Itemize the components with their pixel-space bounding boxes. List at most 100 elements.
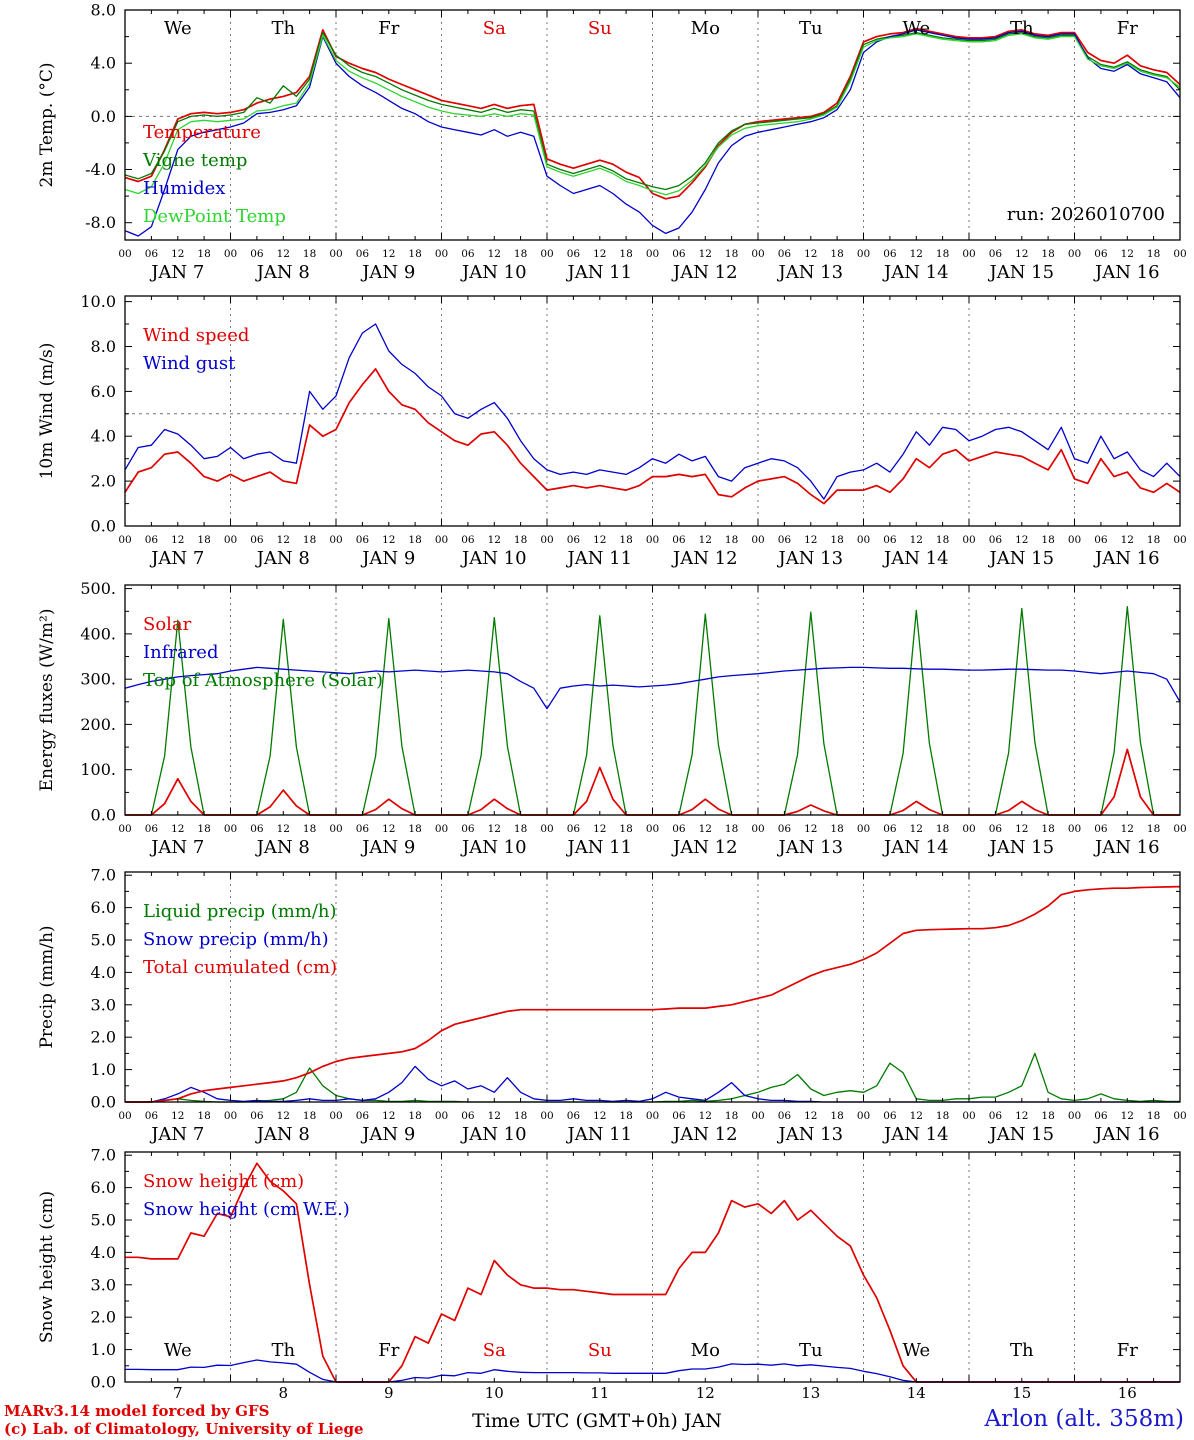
svg-text:18: 18	[1147, 248, 1160, 260]
svg-text:18: 18	[197, 248, 210, 260]
svg-text:06: 06	[250, 248, 264, 260]
svg-text:00: 00	[751, 534, 764, 546]
svg-text:JAN 12: JAN 12	[671, 262, 738, 283]
svg-text:12: 12	[171, 823, 184, 835]
svg-text:12: 12	[804, 248, 817, 260]
svg-text:Wind speed: Wind speed	[143, 325, 249, 346]
svg-text:06: 06	[145, 248, 159, 260]
svg-text:JAN 13: JAN 13	[777, 1124, 844, 1145]
svg-text:00: 00	[1068, 248, 1081, 260]
svg-text:18: 18	[1041, 248, 1054, 260]
svg-text:06: 06	[145, 823, 159, 835]
svg-text:0.0: 0.0	[91, 107, 116, 126]
svg-text:JAN 11: JAN 11	[566, 837, 633, 858]
svg-text:12: 12	[488, 248, 501, 260]
svg-text:0.0: 0.0	[91, 517, 116, 536]
svg-text:4.0: 4.0	[91, 427, 116, 446]
svg-text:06: 06	[778, 823, 792, 835]
svg-text:12: 12	[804, 534, 817, 546]
svg-text:JAN 16: JAN 16	[1093, 548, 1160, 569]
svg-text:00: 00	[751, 823, 764, 835]
svg-text:run: 2026010700: run: 2026010700	[1007, 204, 1165, 225]
svg-text:12: 12	[699, 1110, 712, 1122]
svg-text:12: 12	[910, 248, 923, 260]
svg-text:18: 18	[514, 1110, 527, 1122]
svg-text:Precip (mm/h): Precip (mm/h)	[37, 925, 57, 1048]
svg-text:06: 06	[989, 1110, 1003, 1122]
panel-temperature-panel: 8.0 4.0 0.0 -4.0 -8.0 2m Temp. (°C) 00 06 12 18 00…	[37, 1, 1187, 284]
svg-text:06: 06	[356, 1110, 370, 1122]
svg-text:18: 18	[197, 1110, 210, 1122]
svg-text:06: 06	[461, 1110, 475, 1122]
svg-text:6.0: 6.0	[91, 1178, 116, 1197]
svg-text:16: 16	[1118, 1384, 1137, 1400]
svg-text:JAN 8: JAN 8	[255, 837, 310, 858]
svg-text:JAN 11: JAN 11	[566, 1124, 633, 1145]
svg-text:00: 00	[962, 823, 975, 835]
svg-text:00: 00	[435, 248, 448, 260]
svg-text:00: 00	[435, 534, 448, 546]
svg-text:10: 10	[485, 1384, 504, 1400]
svg-text:JAN 13: JAN 13	[777, 262, 844, 283]
svg-text:Snow precip (mm/h): Snow precip (mm/h)	[143, 929, 329, 950]
svg-text:4.0: 4.0	[91, 1243, 116, 1262]
svg-text:12: 12	[171, 534, 184, 546]
svg-text:18: 18	[936, 534, 949, 546]
svg-text:00: 00	[1068, 1110, 1081, 1122]
svg-text:00: 00	[751, 1110, 764, 1122]
svg-text:JAN 8: JAN 8	[255, 548, 310, 569]
svg-text:00: 00	[962, 1110, 975, 1122]
svg-text:2.0: 2.0	[91, 1028, 116, 1047]
svg-text:Tu: Tu	[799, 1340, 823, 1361]
svg-text:06: 06	[883, 823, 897, 835]
svg-text:12: 12	[382, 1110, 395, 1122]
svg-text:Energy fluxes (W/m²): Energy fluxes (W/m²)	[37, 609, 57, 792]
svg-text:00: 00	[962, 248, 975, 260]
svg-text:06: 06	[250, 823, 264, 835]
svg-text:12: 12	[910, 1110, 923, 1122]
svg-text:Fr: Fr	[378, 18, 399, 39]
panel-precip-panel: 7.0 6.0 5.0 4.0 3.0 2.0 1.0 0.0 Precip (mm/h) 00 0…	[37, 866, 1187, 1145]
svg-text:JAN 14: JAN 14	[882, 548, 949, 569]
svg-text:JAN 15: JAN 15	[988, 548, 1055, 569]
svg-text:11: 11	[590, 1384, 609, 1400]
svg-text:12: 12	[699, 248, 712, 260]
svg-text:18: 18	[303, 534, 316, 546]
svg-text:00: 00	[224, 534, 237, 546]
svg-text:12: 12	[910, 823, 923, 835]
svg-text:00: 00	[1173, 1110, 1186, 1122]
meteogram-chart: 8.0 4.0 0.0 -4.0 -8.0 2m Temp. (°C) 00 06 12 18 00…	[37, 1, 1187, 1403]
svg-text:JAN 7: JAN 7	[149, 1124, 204, 1145]
svg-text:12: 12	[1121, 1110, 1134, 1122]
svg-text:12: 12	[696, 1384, 715, 1400]
svg-text:Mo: Mo	[691, 1340, 720, 1361]
svg-text:00: 00	[540, 534, 553, 546]
svg-text:06: 06	[883, 534, 897, 546]
svg-text:06: 06	[883, 248, 897, 260]
svg-text:18: 18	[725, 823, 738, 835]
svg-text:06: 06	[567, 1110, 581, 1122]
svg-text:JAN 14: JAN 14	[882, 1124, 949, 1145]
svg-text:12: 12	[593, 534, 606, 546]
svg-text:18: 18	[936, 248, 949, 260]
svg-text:Top of Atmosphere (Solar): Top of Atmosphere (Solar)	[143, 670, 383, 691]
svg-text:JAN 7: JAN 7	[149, 837, 204, 858]
svg-text:00: 00	[646, 534, 659, 546]
svg-text:00: 00	[329, 823, 342, 835]
svg-text:00: 00	[540, 248, 553, 260]
svg-text:Mo: Mo	[691, 18, 720, 39]
svg-text:18: 18	[303, 1110, 316, 1122]
svg-text:5.0: 5.0	[91, 931, 116, 950]
svg-text:06: 06	[672, 1110, 686, 1122]
svg-text:JAN 8: JAN 8	[255, 1124, 310, 1145]
svg-text:00: 00	[1173, 248, 1186, 260]
svg-text:06: 06	[461, 248, 475, 260]
svg-text:12: 12	[699, 534, 712, 546]
svg-text:06: 06	[461, 823, 475, 835]
svg-text:0.0: 0.0	[91, 1093, 116, 1112]
svg-text:7.0: 7.0	[91, 866, 116, 885]
svg-text:7.0: 7.0	[91, 1146, 116, 1165]
svg-text:0.0: 0.0	[91, 1373, 116, 1392]
svg-text:JAN 12: JAN 12	[671, 548, 738, 569]
svg-text:1.0: 1.0	[91, 1340, 116, 1359]
